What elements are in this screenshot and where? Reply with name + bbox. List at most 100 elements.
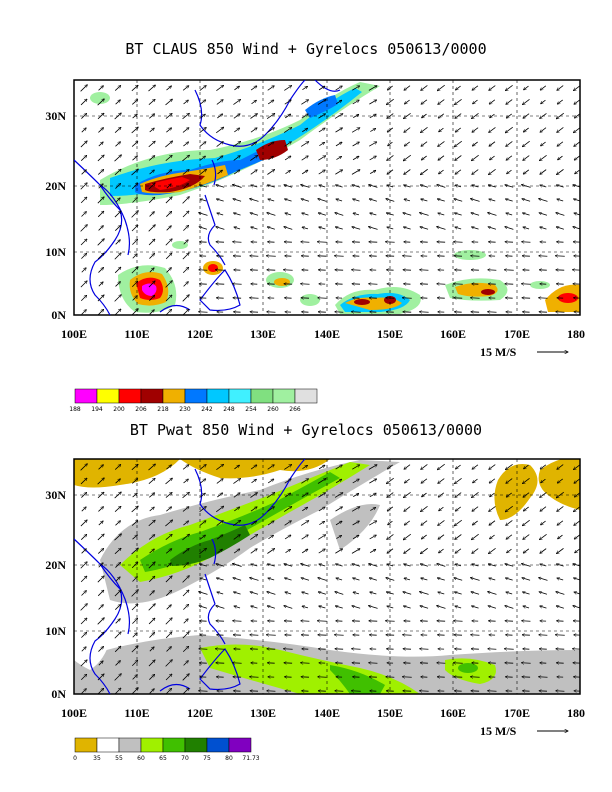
wind-vector: [471, 592, 480, 595]
wind-vector: [114, 534, 122, 541]
wind-vector: [488, 592, 497, 595]
colorbar-swatch: [250, 388, 274, 404]
wind-vector: [301, 170, 308, 175]
wind-vector: [97, 632, 104, 639]
wind-vector: [98, 688, 103, 694]
wind-vector: [80, 197, 87, 204]
wind-vector: [114, 295, 122, 302]
wind-vector: [267, 549, 274, 554]
wind-vector: [165, 618, 172, 625]
wind-vector: [166, 309, 171, 315]
wind-vector: [574, 592, 580, 594]
wind-vector: [131, 520, 138, 526]
wind-vector: [182, 590, 189, 597]
wind-vector: [521, 185, 531, 188]
wind-vector: [489, 520, 496, 526]
colorbar-label: 242: [201, 406, 213, 413]
wind-vector: [353, 114, 359, 118]
wind-vector: [318, 535, 325, 540]
wind-vector: [489, 534, 495, 539]
wind-vector: [216, 185, 225, 188]
wind-vector: [539, 533, 547, 539]
wind-vector: [335, 592, 344, 595]
wind-vector: [523, 155, 530, 161]
wind-vector: [131, 141, 138, 147]
wind-vector: [556, 169, 564, 174]
wind-vector: [352, 465, 359, 470]
wind-vector: [182, 688, 189, 694]
wind-vector: [455, 506, 461, 511]
wind-vector: [148, 520, 156, 527]
wind-vector: [166, 605, 172, 610]
wind-vector: [387, 492, 394, 498]
lon-label-130e: 130E: [250, 706, 276, 720]
wind-vector: [421, 464, 428, 469]
wind-vector: [420, 227, 429, 230]
wind-vector: [539, 578, 548, 581]
wind-vector: [97, 211, 104, 218]
colorbar-swatch: [184, 737, 208, 753]
wind-vector: [472, 564, 479, 567]
wind-vector: [387, 127, 394, 132]
wind-vector: [250, 155, 257, 161]
wind-vector: [387, 606, 394, 609]
panel1-map: 30N 20N 10N 0N 100E 110E 120E 130E 140E …: [45, 79, 585, 413]
lon-label-160e: 160E: [440, 327, 466, 341]
colorbar-swatch: [74, 737, 98, 753]
wind-vector: [251, 185, 258, 188]
wind-vector: [438, 520, 445, 525]
wind-vector: [318, 170, 326, 175]
wind-vector: [404, 199, 411, 201]
wind-vector: [386, 477, 394, 484]
wind-vector: [97, 197, 104, 204]
wind-vector: [131, 169, 139, 176]
wind-vector: [131, 548, 139, 555]
wind-vector: [335, 564, 343, 567]
wind-vector: [200, 156, 205, 161]
lat-label-10n: 10N: [45, 624, 66, 638]
wind-vector: [302, 592, 309, 595]
wind-vector: [573, 85, 580, 90]
wind-vector: [80, 478, 87, 485]
wind-vector: [234, 227, 241, 229]
wind-vector: [216, 578, 224, 581]
wind-vector: [131, 688, 139, 694]
wind-vector: [234, 86, 239, 91]
wind-vector: [165, 155, 172, 161]
wind-vector: [182, 169, 189, 175]
wind-vector: [97, 113, 104, 120]
wind-vector: [183, 604, 188, 610]
wind-vector: [370, 507, 375, 511]
wind-vector: [318, 128, 325, 133]
panel1-coastlines: [74, 80, 341, 315]
wind-vector: [183, 142, 188, 147]
panel2-vector-ref: 15 M/S: [480, 724, 568, 738]
wind-vector: [149, 591, 155, 596]
wind-vector: [455, 548, 462, 553]
wind-vector: [302, 606, 309, 608]
wind-vector: [403, 606, 411, 609]
wind-vector: [506, 155, 513, 160]
wind-vector: [352, 100, 360, 105]
wind-vector: [488, 227, 497, 230]
wind-vector: [250, 507, 257, 512]
wind-vector: [387, 85, 393, 90]
wind-vector: [115, 562, 120, 568]
wind-vector: [540, 464, 547, 469]
colorbar-swatch: [206, 388, 230, 404]
wind-vector: [166, 647, 172, 652]
colorbar-label: 200: [113, 406, 125, 413]
wind-vector: [234, 606, 241, 608]
wind-vector: [284, 578, 292, 581]
wind-vector: [148, 660, 155, 667]
colorbar-swatch: [140, 737, 164, 753]
wind-vector: [200, 578, 207, 581]
wind-vector: [437, 578, 445, 581]
wind-vector: [114, 492, 122, 499]
wind-vector: [301, 156, 309, 161]
wind-vector: [352, 521, 360, 526]
wind-vector: [217, 549, 223, 554]
wind-vector: [232, 564, 242, 567]
wind-vector: [131, 267, 138, 274]
wind-vector: [115, 577, 120, 582]
